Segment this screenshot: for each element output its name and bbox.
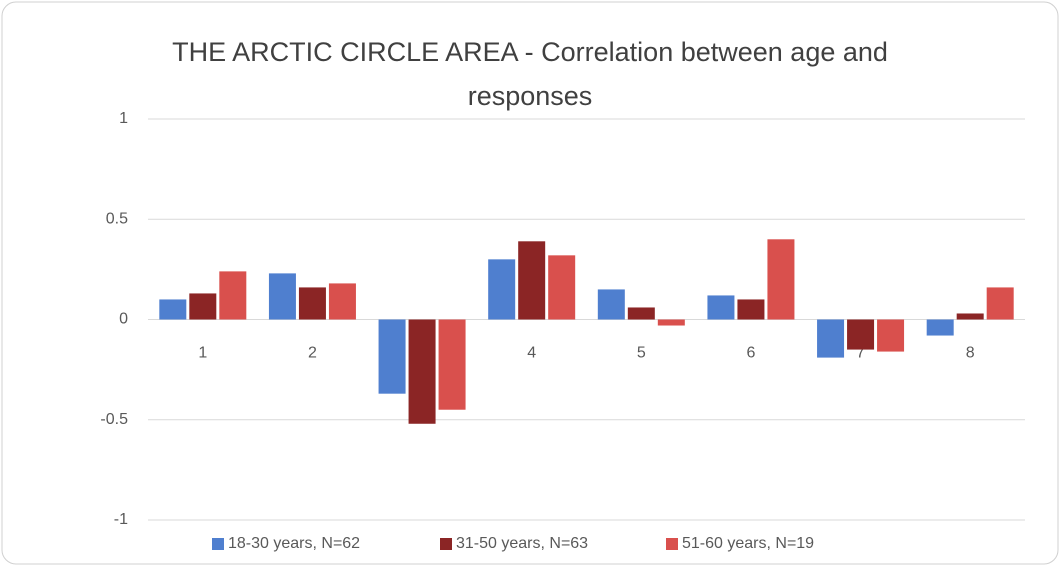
y-tick-label: 0.5: [106, 210, 128, 227]
bar: [189, 293, 217, 320]
bar: [627, 307, 655, 320]
bar: [518, 241, 546, 320]
bar: [488, 259, 516, 320]
bar: [268, 273, 296, 320]
y-tick-label: 0: [119, 311, 128, 328]
bar: [548, 255, 576, 320]
x-tick-label: 2: [308, 345, 317, 362]
legend-label: 51-60 years, N=19: [682, 535, 814, 552]
x-tick-label: 1: [198, 345, 207, 362]
y-tick-label: -1: [114, 511, 128, 528]
bar: [926, 319, 954, 336]
legend-swatch: [212, 538, 224, 550]
bar: [438, 319, 466, 410]
bar: [707, 295, 735, 320]
bar: [877, 319, 905, 352]
bar: [737, 299, 765, 320]
bar: [956, 313, 984, 320]
bar: [657, 319, 685, 326]
bar: [986, 287, 1014, 320]
bar: [767, 239, 795, 320]
y-tick-label: 1: [119, 110, 128, 127]
bar: [817, 319, 845, 358]
x-tick-label: 4: [527, 345, 536, 362]
x-tick-label: 7: [856, 345, 865, 362]
bar: [328, 283, 356, 320]
x-tick-label: 5: [637, 345, 646, 362]
bar: [408, 319, 436, 424]
legend-swatch: [666, 538, 678, 550]
x-tick-label: 6: [746, 345, 755, 362]
x-tick-label: 8: [966, 345, 975, 362]
chart-title: THE ARCTIC CIRCLE AREA - Correlation bet…: [172, 37, 888, 111]
bar: [378, 319, 406, 394]
legend-label: 31-50 years, N=63: [456, 535, 588, 552]
legend-swatch: [440, 538, 452, 550]
bar: [219, 271, 247, 320]
y-tick-label: -0.5: [100, 411, 128, 428]
bar: [159, 299, 187, 320]
legend-label: 18-30 years, N=62: [228, 535, 360, 552]
bar: [597, 289, 625, 320]
bar: [847, 319, 875, 350]
bar: [298, 287, 326, 320]
